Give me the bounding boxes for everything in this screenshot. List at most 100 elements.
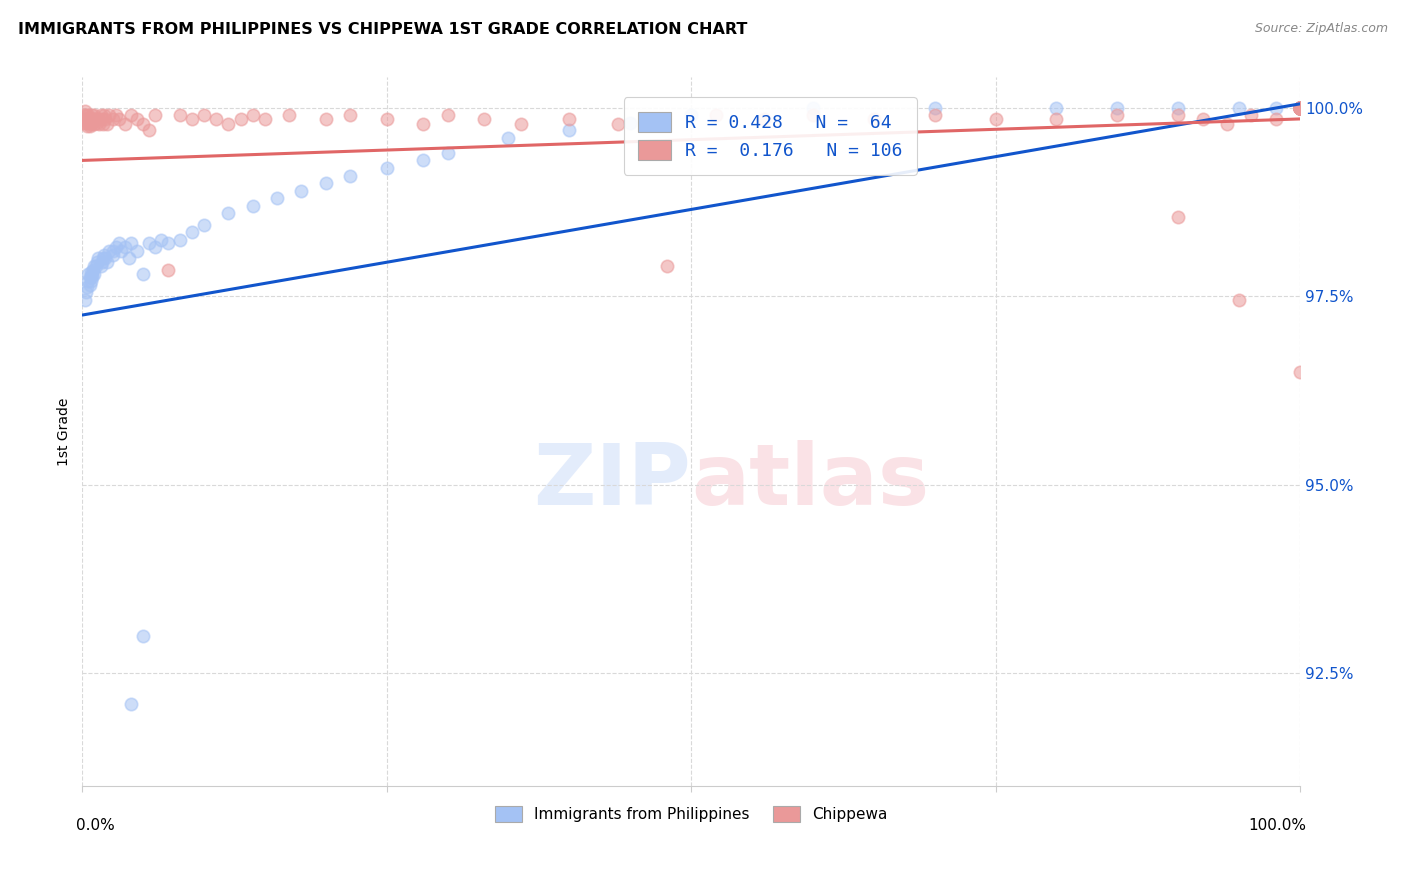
Point	[1289, 101, 1312, 115]
Point	[1045, 112, 1067, 126]
Point	[1289, 101, 1312, 115]
Point	[1289, 101, 1312, 115]
Text: IMMIGRANTS FROM PHILIPPINES VS CHIPPEWA 1ST GRADE CORRELATION CHART: IMMIGRANTS FROM PHILIPPINES VS CHIPPEWA …	[18, 22, 748, 37]
Point	[412, 117, 434, 131]
Point	[93, 108, 115, 122]
Point	[1289, 101, 1312, 115]
Point	[1216, 117, 1239, 131]
Point	[82, 112, 104, 126]
Point	[1289, 101, 1312, 115]
Point	[193, 108, 215, 122]
Point	[1289, 101, 1312, 115]
Point	[75, 108, 97, 122]
Point	[138, 123, 160, 137]
Point	[73, 104, 96, 119]
Point	[1227, 293, 1250, 307]
Point	[101, 248, 124, 262]
Point	[1227, 101, 1250, 115]
Point	[83, 117, 105, 131]
Point	[242, 199, 264, 213]
Point	[101, 112, 124, 126]
Point	[1289, 101, 1312, 115]
Text: 100.0%: 100.0%	[1249, 818, 1306, 833]
Point	[509, 117, 531, 131]
Point	[1240, 108, 1263, 122]
Point	[73, 293, 96, 307]
Point	[80, 265, 103, 279]
Point	[96, 255, 118, 269]
Point	[101, 244, 124, 258]
Point	[169, 233, 191, 247]
Point	[924, 101, 946, 115]
Legend: Immigrants from Philippines, Chippewa: Immigrants from Philippines, Chippewa	[488, 800, 894, 829]
Point	[229, 112, 252, 126]
Point	[86, 255, 108, 269]
Point	[253, 112, 276, 126]
Point	[180, 112, 202, 126]
Point	[266, 191, 288, 205]
Point	[77, 274, 100, 288]
Point	[79, 112, 101, 126]
Point	[1167, 108, 1189, 122]
Point	[80, 112, 103, 126]
Point	[94, 252, 117, 266]
Point	[84, 112, 107, 126]
Point	[924, 108, 946, 122]
Point	[91, 252, 114, 266]
Point	[754, 112, 776, 126]
Point	[79, 270, 101, 285]
Point	[120, 108, 142, 122]
Point	[96, 117, 118, 131]
Point	[156, 262, 179, 277]
Point	[127, 244, 149, 258]
Point	[117, 252, 139, 266]
Point	[1289, 101, 1312, 115]
Point	[862, 112, 884, 126]
Point	[205, 112, 228, 126]
Point	[1289, 101, 1312, 115]
Text: ZIP: ZIP	[533, 440, 692, 523]
Point	[108, 236, 131, 251]
Point	[77, 108, 100, 122]
Point	[1167, 101, 1189, 115]
Point	[1289, 101, 1312, 115]
Point	[72, 108, 94, 122]
Point	[1289, 101, 1312, 115]
Point	[1289, 101, 1312, 115]
Point	[90, 112, 112, 126]
Point	[1264, 112, 1286, 126]
Point	[138, 236, 160, 251]
Point	[132, 267, 155, 281]
Point	[1167, 210, 1189, 224]
Point	[1289, 101, 1312, 115]
Point	[94, 112, 117, 126]
Point	[73, 112, 96, 126]
Point	[90, 108, 112, 122]
Point	[1289, 101, 1312, 115]
Point	[1045, 101, 1067, 115]
Point	[77, 116, 100, 130]
Point	[77, 267, 100, 281]
Point	[607, 117, 630, 131]
Point	[76, 120, 98, 134]
Point	[143, 108, 166, 122]
Point	[498, 130, 520, 145]
Point	[98, 108, 121, 122]
Point	[315, 176, 337, 190]
Point	[83, 259, 105, 273]
Point	[1107, 108, 1129, 122]
Point	[472, 112, 495, 126]
Point	[339, 169, 361, 183]
Point	[1289, 365, 1312, 379]
Point	[83, 108, 105, 122]
Point	[79, 120, 101, 134]
Point	[558, 123, 581, 137]
Point	[98, 244, 121, 258]
Text: atlas: atlas	[692, 440, 929, 523]
Point	[1289, 101, 1312, 115]
Point	[217, 206, 239, 220]
Point	[1289, 101, 1312, 115]
Point	[132, 629, 155, 643]
Point	[558, 112, 581, 126]
Point	[1289, 101, 1312, 115]
